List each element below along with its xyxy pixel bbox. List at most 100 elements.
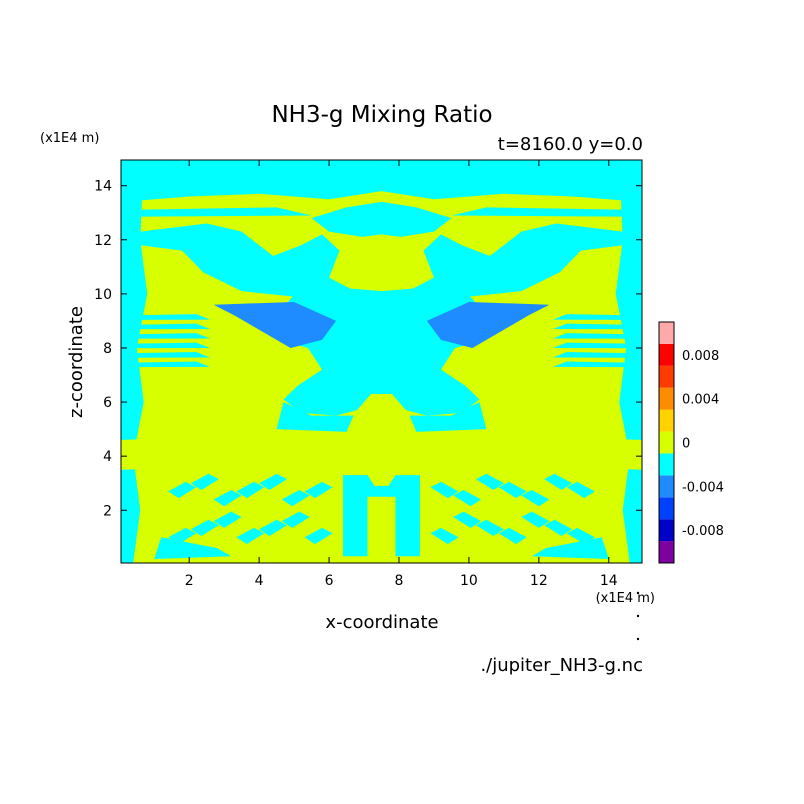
source-file-label: ./jupiter_NH3-g.nc: [480, 655, 643, 676]
plot-frame: [120, 159, 643, 564]
colorbar-band: [659, 519, 674, 542]
y-tick-label: 8: [103, 341, 112, 357]
x-tick-label: 14: [600, 573, 618, 589]
region-mid-stripe: [552, 352, 642, 358]
region-bottom-blob: [190, 473, 219, 490]
region-blue-patch: [426, 301, 550, 348]
region-upper-dome: [311, 201, 452, 238]
colorbar-band: [659, 453, 674, 476]
y-axis: 2 4 6 8 10 12 14: [94, 179, 642, 519]
colorbar-band: [659, 497, 674, 520]
x-scale-label: (x1E4 m): [596, 591, 655, 606]
y-tick-label: 12: [94, 233, 112, 249]
y-tick-label: 4: [103, 449, 112, 465]
region-bottom-blob: [430, 527, 459, 545]
region-top-stripe: [121, 207, 312, 217]
region-blue-patch: [213, 301, 337, 348]
region-bottom-blob: [213, 511, 242, 528]
region-bottom-blob: [190, 519, 219, 536]
region-bottom-blob: [521, 489, 550, 507]
region-bottom-column: [343, 475, 420, 557]
region-mid-stripe: [121, 323, 211, 330]
region-bottom-blob: [544, 519, 573, 536]
region-upper-arch: [140, 223, 382, 297]
region-mid-stripe: [552, 314, 642, 320]
region-top-band: [121, 160, 642, 202]
region-mid-stripe: [121, 361, 211, 368]
region-mid-stripe: [121, 333, 211, 339]
region-bottom-blob: [168, 481, 197, 499]
region-mid-stripe: [121, 342, 211, 349]
x-tick-label: 2: [185, 573, 194, 589]
y-axis-label: z-coordinate: [66, 306, 87, 418]
y-tick-label: 14: [94, 179, 112, 195]
region-column-foot: [409, 402, 487, 432]
region-bottom-blob: [236, 481, 265, 499]
colorbar-band: [659, 387, 674, 410]
y-tick-label: 2: [103, 503, 112, 519]
colorbar: 0.008 0.004 0 -0.004 -0.008: [658, 321, 724, 564]
contour-field: [121, 160, 642, 563]
colorbar-band: [659, 409, 674, 432]
colorbar-band: [659, 365, 674, 388]
region-bottom-blob: [304, 527, 333, 545]
x-axis-label: x-coordinate: [325, 612, 438, 633]
region-bottom-blob: [281, 489, 310, 507]
region-mid-stripe: [552, 361, 642, 368]
region-bottom-blob: [566, 481, 595, 499]
region-bottom-blob: [236, 527, 265, 545]
colorbar-band: [659, 541, 674, 563]
marker-dot: [636, 614, 640, 618]
region-dome-inner: [339, 234, 424, 265]
colorbar-frame: [658, 321, 675, 564]
x-axis: 2 4 6 8 10 12 14: [185, 160, 618, 589]
colorbar-band: [659, 322, 674, 344]
colorbar-tick-label: 0: [682, 437, 690, 452]
colorbar-tick-label: 0.008: [682, 349, 719, 364]
region-column-foot: [276, 402, 354, 432]
y-tick-label: 6: [103, 395, 112, 411]
x-tick-label: 6: [325, 573, 334, 589]
region-mid-stripe: [121, 352, 211, 358]
region-mid-stripe: [121, 314, 211, 320]
region-mid-stripe: [552, 342, 642, 349]
colorbar-tick-label: 0.004: [682, 393, 719, 408]
region-bottom-blob: [453, 511, 482, 528]
region-bottom-blob: [304, 481, 333, 499]
colorbar-band: [659, 431, 674, 454]
region-bottom-blob: [475, 519, 504, 536]
region-bottom-blob: [430, 481, 459, 499]
marker-dot: [636, 637, 640, 641]
region-bottom-edge-blob: [154, 537, 232, 559]
region-bottom-blob: [259, 519, 288, 536]
y-tick-label: 10: [94, 287, 112, 303]
region-bottom-blob: [281, 511, 310, 528]
colorbar-tick-label: -0.008: [682, 524, 724, 539]
chart-subtitle: t=8160.0 y=0.0: [498, 134, 643, 155]
region-bottom-blob: [498, 527, 527, 545]
region-bottom-blob: [498, 481, 527, 499]
region-lower-band: [121, 437, 642, 473]
region-upper-arch: [381, 223, 623, 297]
region-bottom-blob: [475, 473, 504, 490]
chart-title: NH3-g Mixing Ratio: [271, 102, 492, 128]
region-bottom-edge-blob: [531, 537, 609, 559]
x-tick-label: 4: [255, 573, 264, 589]
region-bottom-blob: [544, 473, 573, 490]
x-tick-label: 8: [395, 573, 404, 589]
region-top-stripe: [451, 207, 642, 217]
colorbar-band: [659, 475, 674, 498]
region-bottom-blob: [213, 489, 242, 507]
x-tick-label: 10: [460, 573, 478, 589]
x-tick-label: 12: [530, 573, 548, 589]
region-bottom-blob: [453, 489, 482, 507]
colorbar-band: [659, 343, 674, 366]
marker-dot: [636, 591, 640, 595]
region-bottom-blob: [521, 511, 550, 528]
y-scale-label: (x1E4 m): [40, 131, 99, 146]
region-mid-stripe: [552, 333, 642, 339]
colorbar-tick-label: -0.004: [682, 480, 724, 495]
region-mid-stripe: [552, 323, 642, 330]
region-bottom-blob: [259, 473, 288, 490]
